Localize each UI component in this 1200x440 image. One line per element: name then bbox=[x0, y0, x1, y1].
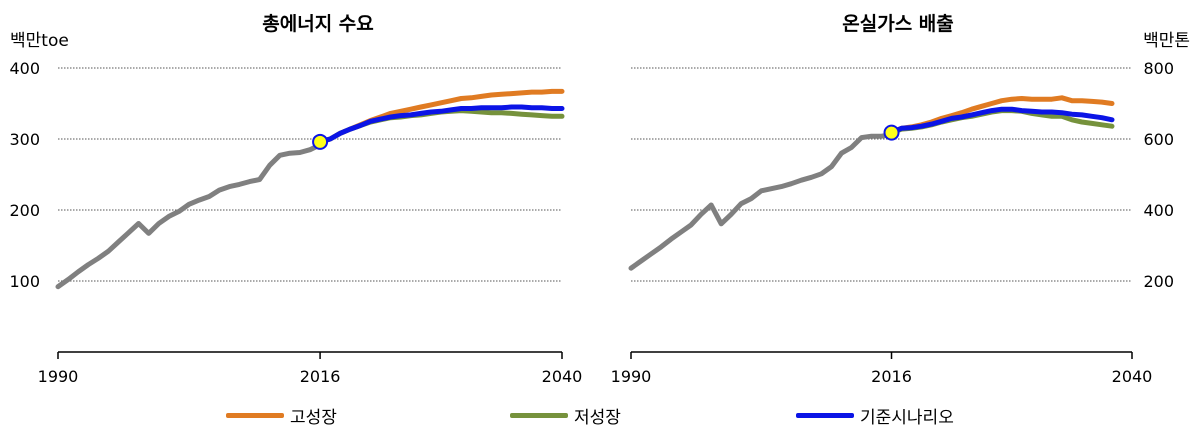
right-y-tick-label: 800 bbox=[1143, 59, 1174, 78]
legend-item-high: 고성장 bbox=[226, 400, 337, 430]
right-y-tick-label: 400 bbox=[1143, 201, 1174, 220]
legend-label-base: 기준시나리오 bbox=[860, 407, 954, 428]
legend-swatch-base bbox=[796, 412, 854, 418]
right-base-year-marker bbox=[883, 124, 900, 141]
right-y-tick-label: 600 bbox=[1143, 130, 1174, 149]
legend-item-low: 저성장 bbox=[510, 400, 621, 430]
right-x-tick-label: 1990 bbox=[611, 367, 652, 386]
legend-swatch-low bbox=[510, 412, 568, 418]
left-y-tick-label: 200 bbox=[9, 201, 40, 220]
legend-label-high: 고성장 bbox=[290, 407, 337, 428]
right-x-tick-label: 2040 bbox=[1112, 367, 1153, 386]
right-chart-title: 온실가스 배출 bbox=[842, 13, 954, 35]
right-y-tick-label: 200 bbox=[1143, 272, 1174, 291]
legend: 고성장 저성장 기준시나리오 bbox=[0, 400, 1200, 430]
left-y-tick-label: 400 bbox=[9, 59, 40, 78]
legend-swatch-high bbox=[226, 412, 284, 418]
left-chart-title: 총에너지 수요 bbox=[262, 13, 374, 35]
right-series-line-3 bbox=[889, 106, 1115, 136]
left-x-tick-label: 2016 bbox=[300, 367, 341, 386]
left-y-unit-label: 백만toe bbox=[10, 31, 69, 51]
left-y-tick-label: 100 bbox=[9, 272, 40, 291]
right-series-line-0 bbox=[628, 132, 894, 271]
left-base-year-marker bbox=[312, 133, 329, 150]
right-x-tick-label: 2016 bbox=[871, 367, 912, 386]
right-y-unit-label: 백만톤 bbox=[1143, 31, 1190, 51]
legend-item-base: 기준시나리오 bbox=[796, 400, 954, 430]
left-series-line-3 bbox=[317, 104, 565, 145]
left-y-tick-label: 300 bbox=[9, 130, 40, 149]
left-series-line-0 bbox=[55, 142, 323, 290]
left-x-tick-label: 1990 bbox=[38, 367, 79, 386]
left-x-tick-label: 2040 bbox=[542, 367, 583, 386]
legend-label-low: 저성장 bbox=[574, 407, 621, 428]
